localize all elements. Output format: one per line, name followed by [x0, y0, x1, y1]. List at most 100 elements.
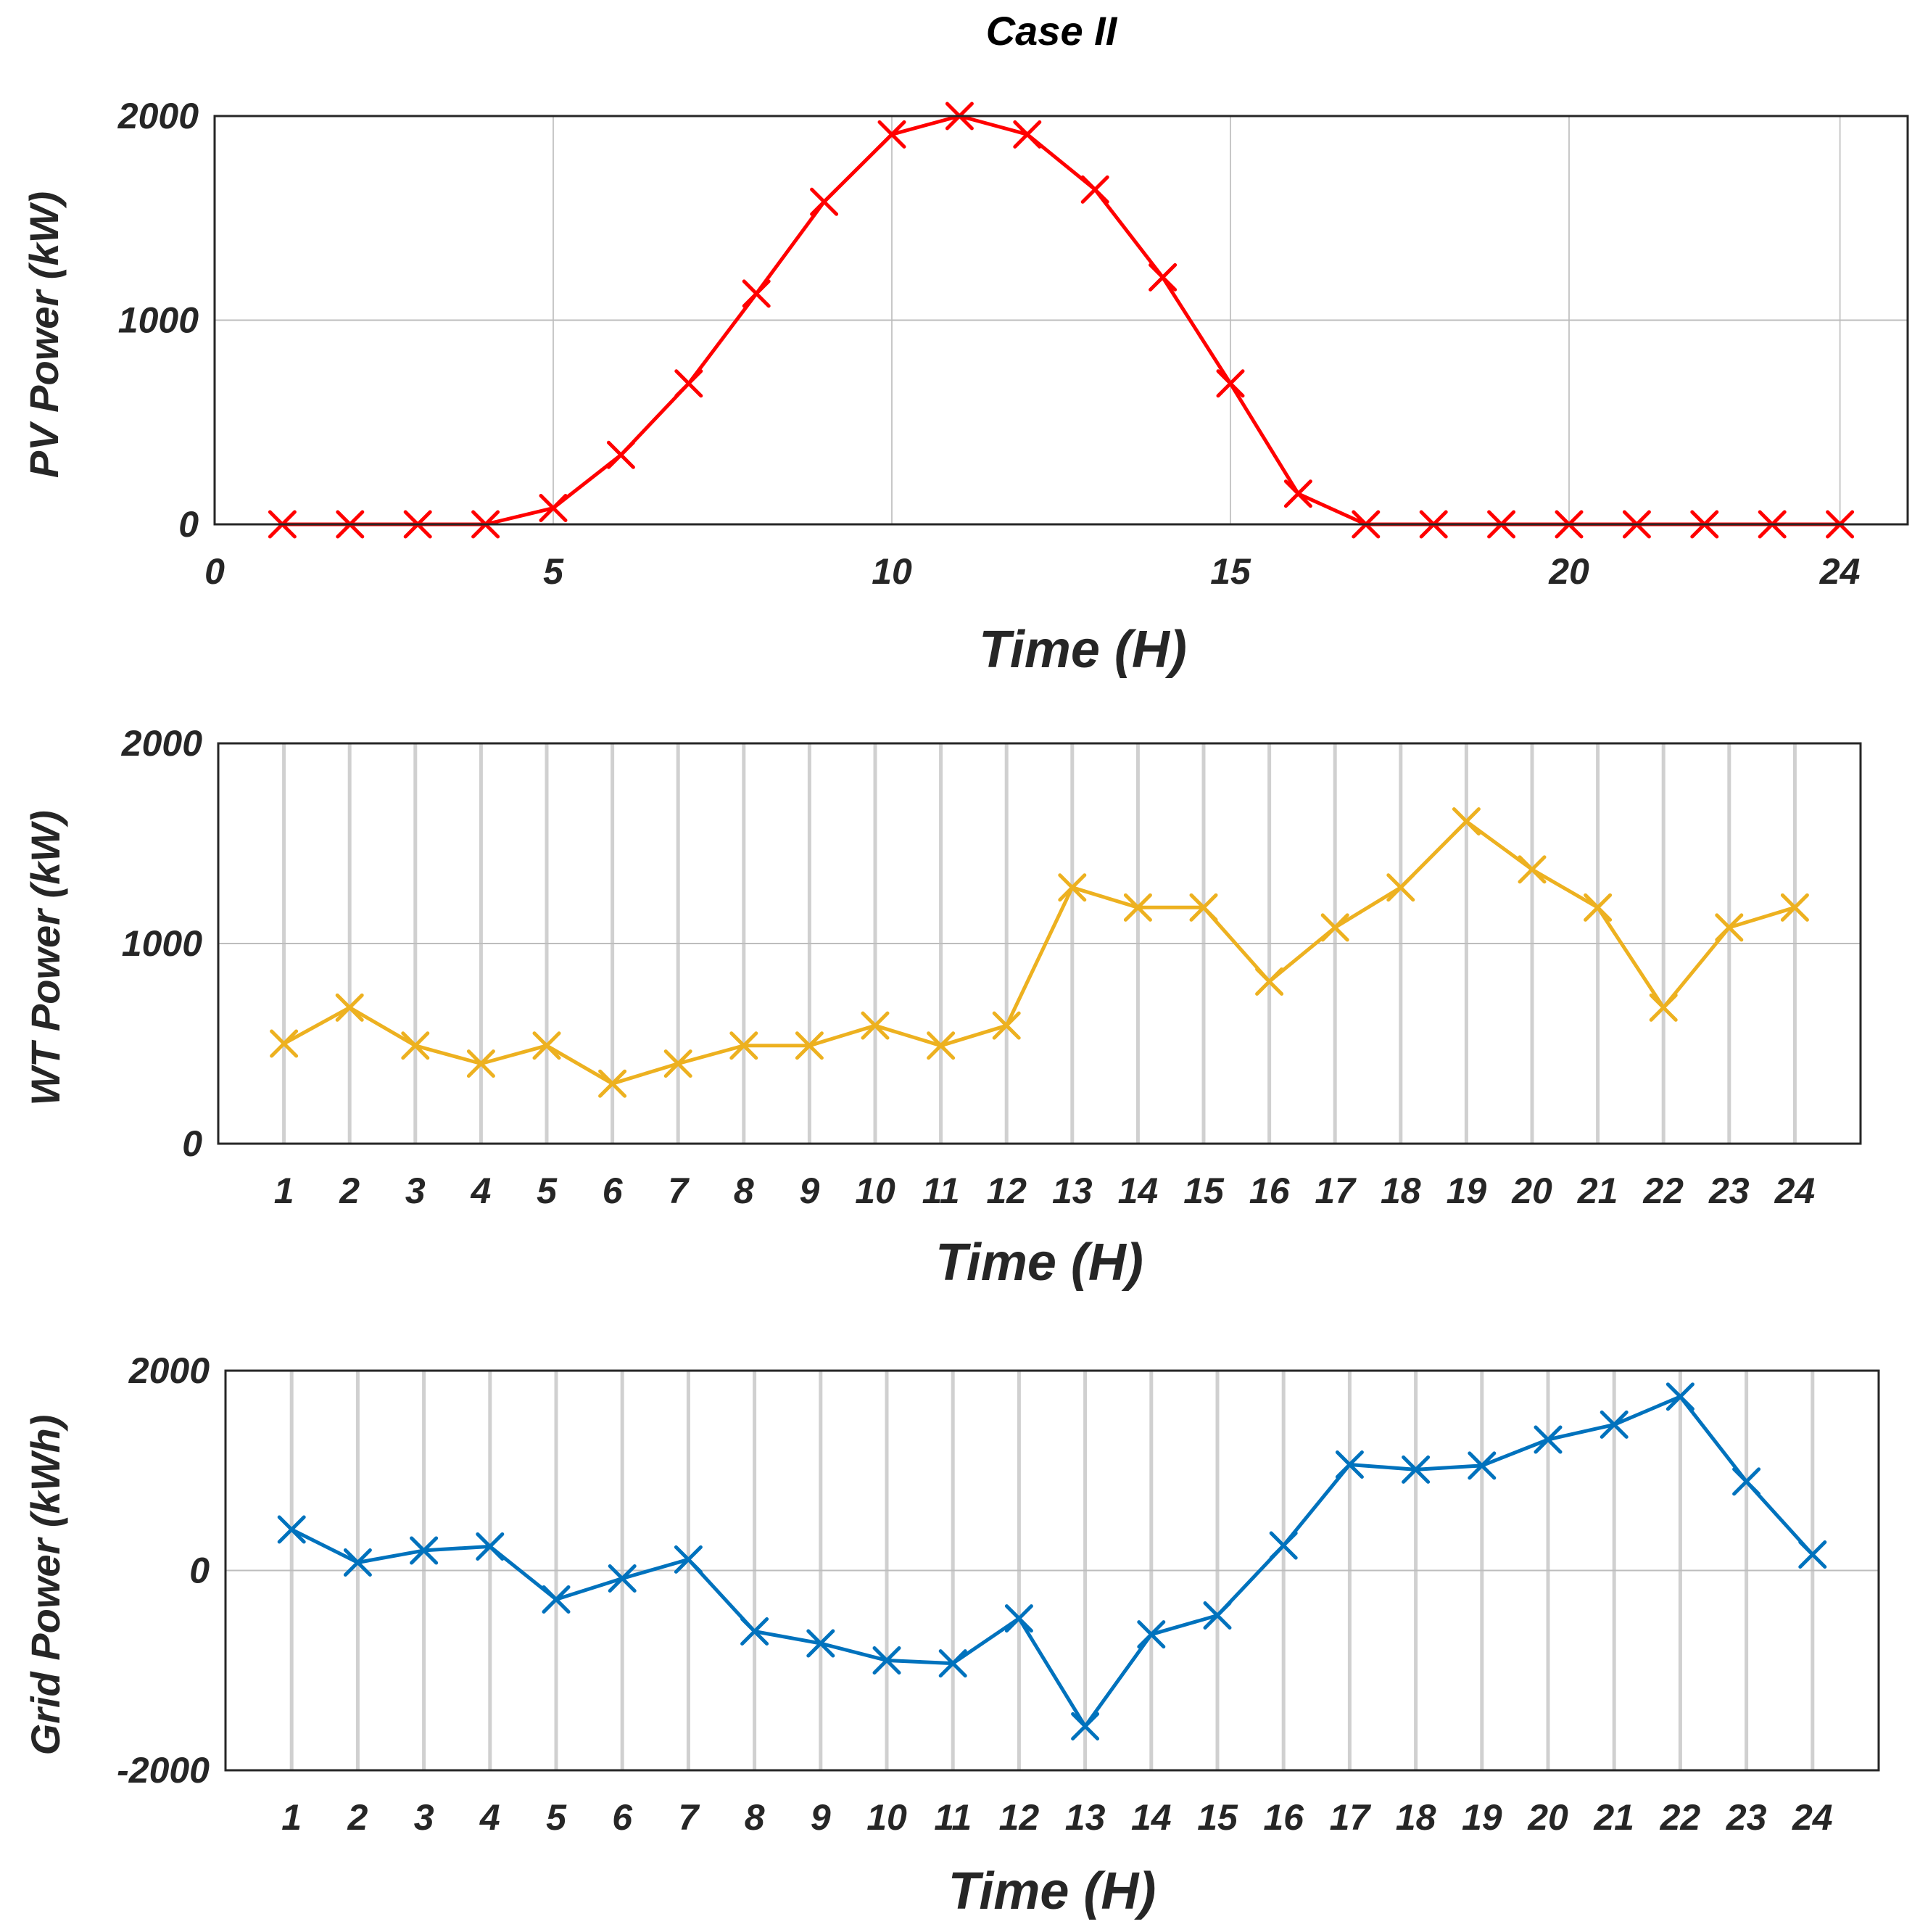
grid-power-x-tick-label: 10 [866, 1797, 907, 1838]
grid-power-point-18 [1402, 1455, 1431, 1484]
grid-power-x-tick-label: 12 [999, 1797, 1040, 1838]
wt-point-9 [795, 1031, 824, 1060]
wt-point-22 [1649, 993, 1678, 1022]
pv-point-12 [1013, 120, 1042, 149]
grid-power-point-17 [1335, 1450, 1364, 1479]
grid-power-point-7 [674, 1545, 703, 1574]
wt-y-axis-label: WT Power (kW) [22, 810, 68, 1106]
wt-series [270, 807, 1809, 1098]
grid-power-x-axis-label: Time (H) [948, 1862, 1156, 1920]
grid-power-tick-labels: 1 2 3 4 5 6 7 8 9 10 11 12 13 14 15 16 17 18 19 20 21 22 23 24-… [117, 1350, 1833, 1838]
grid-power-x-tick-label: 24 [1792, 1797, 1833, 1838]
wt-x-tick-label: 9 [799, 1171, 819, 1211]
wt-power-chart: 1 2 3 4 5 6 7 8 9 10 11 12 13 14 15 16 17 18 19 20 21 22 23 240… [22, 723, 1862, 1292]
pv-plot-frame [213, 115, 1909, 526]
grid-power-x-tick-label: 6 [612, 1797, 633, 1838]
grid-power-point-10 [872, 1646, 901, 1675]
wt-point-2 [335, 993, 364, 1022]
wt-x-tick-label: 4 [470, 1171, 491, 1211]
wt-point-11 [927, 1031, 956, 1060]
wt-point-6 [598, 1069, 627, 1098]
wt-x-tick-label: 20 [1511, 1171, 1552, 1211]
grid-power-x-tick-label: 21 [1593, 1797, 1634, 1838]
wt-y-tick-label: 0 [182, 1123, 202, 1164]
wt-x-tick-label: 19 [1447, 1171, 1487, 1211]
pv-x-tick-label: 24 [1819, 551, 1861, 592]
grid-power-point-23 [1732, 1467, 1761, 1496]
grid-power-point-3 [410, 1536, 439, 1565]
wt-x-tick-label: 7 [668, 1171, 690, 1211]
grid-power-point-21 [1600, 1410, 1629, 1439]
pv-point-5 [539, 493, 568, 522]
wt-point-1 [270, 1029, 299, 1058]
wt-point-3 [401, 1031, 430, 1060]
grid-power-x-tick-label: 22 [1660, 1797, 1701, 1838]
wt-x-tick-label: 12 [986, 1171, 1027, 1211]
grid-power-x-tick-label: 20 [1527, 1797, 1568, 1838]
pv-y-axis-label: PV Power (kW) [21, 191, 67, 478]
grid-power-x-tick-label: 7 [678, 1797, 700, 1838]
grid-power-x-tick-label: 17 [1330, 1797, 1372, 1838]
wt-x-tick-label: 24 [1774, 1171, 1816, 1211]
pv-point-10 [877, 120, 906, 149]
pv-point-14 [1149, 263, 1178, 292]
grid-power-point-1 [277, 1515, 306, 1544]
pv-point-15 [1216, 369, 1245, 398]
grid-power-grid [225, 1371, 1879, 1770]
wt-point-19 [1452, 807, 1481, 836]
wt-x-tick-label: 18 [1381, 1171, 1421, 1211]
wt-series-line [283, 820, 1796, 1086]
grid-power-x-tick-label: 3 [414, 1797, 434, 1838]
grid-power-x-tick-label: 11 [934, 1797, 972, 1838]
grid-power-y-tick-label: 2000 [128, 1350, 210, 1391]
pv-x-tick-label: 0 [204, 551, 225, 592]
pv-x-tick-label: 15 [1210, 551, 1251, 592]
grid-power-x-tick-label: 14 [1131, 1797, 1172, 1838]
grid-power-point-20 [1534, 1425, 1563, 1454]
grid-power-x-tick-label: 13 [1065, 1797, 1106, 1838]
wt-point-14 [1123, 893, 1152, 922]
grid-power-point-12 [1004, 1604, 1033, 1633]
grid-power-point-11 [938, 1649, 967, 1678]
wt-x-tick-label: 23 [1708, 1171, 1750, 1211]
wt-point-17 [1320, 913, 1349, 942]
wt-x-tick-label: 1 [274, 1171, 294, 1211]
wt-x-tick-label: 6 [603, 1171, 624, 1211]
grid-power-point-15 [1203, 1601, 1232, 1630]
grid-power-y-axis-label: Grid Power (kWh) [22, 1415, 68, 1756]
grid-power-x-tick-label: 9 [811, 1797, 831, 1838]
wt-point-18 [1386, 873, 1415, 902]
wt-point-16 [1255, 967, 1284, 996]
grid-power-point-22 [1665, 1382, 1695, 1411]
grid-power-x-tick-label: 1 [281, 1797, 302, 1838]
grid-power-point-13 [1071, 1712, 1100, 1741]
pv-x-tick-label: 10 [872, 551, 912, 592]
pv-point-8 [742, 279, 771, 308]
grid-power-x-tick-label: 16 [1263, 1797, 1304, 1838]
pv-power-chart: 0 5 10 15 20 24 0 1000 2000 Time (H) PV Power (k… [21, 96, 1909, 679]
grid-power-point-2 [343, 1548, 372, 1577]
grid-power-point-4 [476, 1532, 505, 1561]
wt-point-13 [1058, 873, 1087, 902]
wt-x-tick-label: 14 [1118, 1171, 1159, 1211]
pv-y-tick-label: 0 [178, 504, 199, 545]
wt-x-tick-label: 16 [1249, 1171, 1291, 1211]
grid-power-point-24 [1798, 1540, 1827, 1569]
pv-y-tick-label: 2000 [117, 96, 199, 136]
grid-power-x-tick-label: 4 [479, 1797, 500, 1838]
pv-x-axis-label: Time (H) [979, 621, 1187, 679]
grid-power-series-line [291, 1395, 1814, 1728]
wt-x-tick-label: 10 [855, 1171, 895, 1211]
grid-power-x-tick-label: 19 [1462, 1797, 1502, 1838]
wt-point-23 [1715, 913, 1744, 942]
grid-power-series [277, 1382, 1827, 1741]
pv-grid [215, 116, 1908, 524]
pv-x-tick-label: 5 [543, 551, 564, 592]
wt-point-5 [532, 1031, 561, 1060]
pv-point-7 [674, 369, 703, 398]
wt-y-tick-label: 1000 [122, 923, 202, 964]
grid-power-chart: 1 2 3 4 5 6 7 8 9 10 11 12 13 14 15 16 17 18 19 20 21 22 23 24-… [22, 1350, 1880, 1920]
grid-power-point-14 [1137, 1620, 1166, 1649]
chart-title: Case II [986, 8, 1118, 54]
